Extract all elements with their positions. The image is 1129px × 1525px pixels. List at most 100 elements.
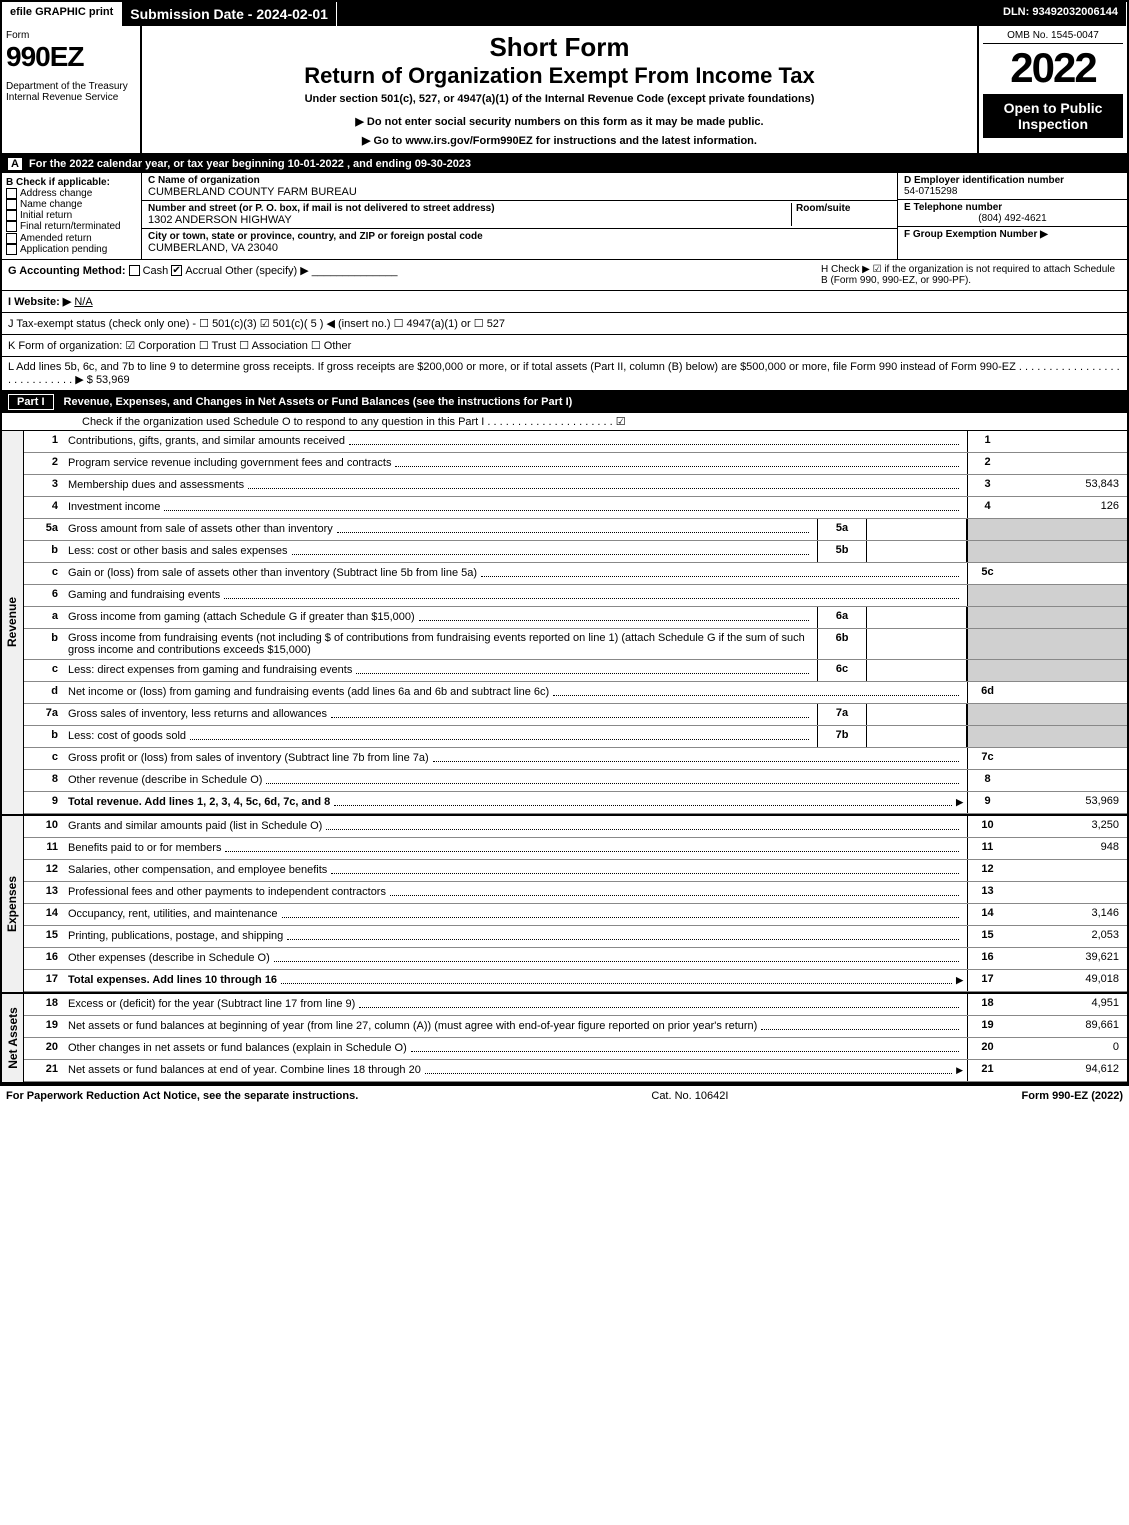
section-g: G Accounting Method: Cash Accrual Other … [2, 260, 1127, 291]
line-rnum: 5c [967, 563, 1007, 584]
b-option: Final return/terminated [6, 221, 137, 232]
form-line: 2Program service revenue including gover… [24, 453, 1127, 475]
line-amount: 53,843 [1007, 475, 1127, 496]
b-checkbox[interactable] [6, 199, 17, 210]
line-amount [1007, 748, 1127, 769]
line-amount [1007, 563, 1127, 584]
c-addr-label: Number and street (or P. O. box, if mail… [148, 203, 791, 214]
line-num: 14 [24, 904, 64, 925]
cash-label: Cash [143, 265, 169, 277]
h-text: H Check ▶ ☑ if the organization is not r… [821, 264, 1121, 286]
line-amount: 89,661 [1007, 1016, 1127, 1037]
section-j: J Tax-exempt status (check only one) - ☐… [2, 313, 1127, 335]
line-rnum: 7c [967, 748, 1007, 769]
footer-mid: Cat. No. 10642I [358, 1090, 1021, 1102]
form-line: 9Total revenue. Add lines 1, 2, 3, 4, 5c… [24, 792, 1127, 814]
line-rnum: 14 [967, 904, 1007, 925]
accrual-checkbox[interactable] [171, 265, 182, 276]
b-checkbox[interactable] [6, 210, 17, 221]
line-rnum: 9 [967, 792, 1007, 813]
form-line: 20Other changes in net assets or fund ba… [24, 1038, 1127, 1060]
form-line: 8Other revenue (describe in Schedule O)8 [24, 770, 1127, 792]
line-num: 10 [24, 816, 64, 837]
subline-value [867, 541, 967, 562]
part1-label: Part I [8, 394, 54, 410]
b-checkbox[interactable] [6, 233, 17, 244]
form-line: bLess: cost of goods sold7b [24, 726, 1127, 748]
cash-checkbox[interactable] [129, 265, 140, 276]
form-line: 10Grants and similar amounts paid (list … [24, 816, 1127, 838]
other-label: Other (specify) ▶ [225, 265, 309, 277]
org-address: 1302 ANDERSON HIGHWAY [148, 214, 791, 226]
subline-label: 6b [817, 629, 867, 659]
line-desc: Other expenses (describe in Schedule O) [64, 948, 967, 969]
dept-label: Department of the Treasury Internal Reve… [6, 81, 136, 103]
line-desc: Less: cost of goods sold [64, 726, 817, 747]
line-rnum: 8 [967, 770, 1007, 791]
form-line: 5aGross amount from sale of assets other… [24, 519, 1127, 541]
line-rnum: 1 [967, 431, 1007, 452]
line-num: 7a [24, 704, 64, 725]
form-line: 19Net assets or fund balances at beginni… [24, 1016, 1127, 1038]
tel-value: (804) 492-4621 [904, 213, 1121, 224]
b-label: Check if applicable: [16, 177, 110, 188]
part1-title: Revenue, Expenses, and Changes in Net As… [64, 396, 573, 408]
page-footer: For Paperwork Reduction Act Notice, see … [0, 1084, 1129, 1106]
line-desc: Professional fees and other payments to … [64, 882, 967, 903]
org-city: CUMBERLAND, VA 23040 [148, 242, 891, 254]
line-rnum: 15 [967, 926, 1007, 947]
b-checkbox[interactable] [6, 188, 17, 199]
line-rnum [967, 629, 1007, 659]
form-line: 21Net assets or fund balances at end of … [24, 1060, 1127, 1082]
form-line: cGross profit or (loss) from sales of in… [24, 748, 1127, 770]
col-b: B Check if applicable: Address changeNam… [2, 173, 142, 259]
line-rnum [967, 704, 1007, 725]
goto-note: ▶ Go to www.irs.gov/Form990EZ for instru… [148, 134, 971, 147]
form-number: 990EZ [6, 41, 136, 73]
tax-year: 2022 [983, 44, 1123, 92]
line-rnum [967, 607, 1007, 628]
line-num: 6 [24, 585, 64, 606]
return-title: Return of Organization Exempt From Incom… [148, 63, 971, 89]
line-rnum [967, 585, 1007, 606]
form-line: 16Other expenses (describe in Schedule O… [24, 948, 1127, 970]
b-checkbox[interactable] [6, 221, 17, 232]
line-num: 20 [24, 1038, 64, 1059]
line-amount [1007, 860, 1127, 881]
line-rnum [967, 541, 1007, 562]
subline-label: 7b [817, 726, 867, 747]
subline-value [867, 607, 967, 628]
b-checkbox[interactable] [6, 244, 17, 255]
form-line: bGross income from fundraising events (n… [24, 629, 1127, 660]
line-rnum: 10 [967, 816, 1007, 837]
line-num: d [24, 682, 64, 703]
b-option: Name change [6, 199, 137, 210]
b-option: Amended return [6, 233, 137, 244]
line-amount [1007, 541, 1127, 562]
line-desc: Program service revenue including govern… [64, 453, 967, 474]
subline-label: 5b [817, 541, 867, 562]
line-amount: 39,621 [1007, 948, 1127, 969]
header-center: Short Form Return of Organization Exempt… [142, 26, 977, 153]
line-rnum: 13 [967, 882, 1007, 903]
expenses-section: Expenses 10Grants and similar amounts pa… [2, 814, 1127, 992]
omb-number: OMB No. 1545-0047 [983, 30, 1123, 44]
form-line: bLess: cost or other basis and sales exp… [24, 541, 1127, 563]
form-line: 17Total expenses. Add lines 10 through 1… [24, 970, 1127, 992]
line-num: 11 [24, 838, 64, 859]
line-rnum: 20 [967, 1038, 1007, 1059]
part1-header: Part I Revenue, Expenses, and Changes in… [2, 391, 1127, 413]
line-desc: Investment income [64, 497, 967, 518]
line-amount [1007, 519, 1127, 540]
line-amount: 0 [1007, 1038, 1127, 1059]
line-desc: Benefits paid to or for members [64, 838, 967, 859]
line-amount: 2,053 [1007, 926, 1127, 947]
line-desc: Net assets or fund balances at end of ye… [64, 1060, 967, 1081]
line-amount [1007, 660, 1127, 681]
line-desc: Other revenue (describe in Schedule O) [64, 770, 967, 791]
part1-sub: Check if the organization used Schedule … [2, 413, 1127, 431]
line-num: 19 [24, 1016, 64, 1037]
netassets-side-label: Net Assets [2, 994, 24, 1082]
line-amount [1007, 682, 1127, 703]
line-desc: Gaming and fundraising events [64, 585, 967, 606]
